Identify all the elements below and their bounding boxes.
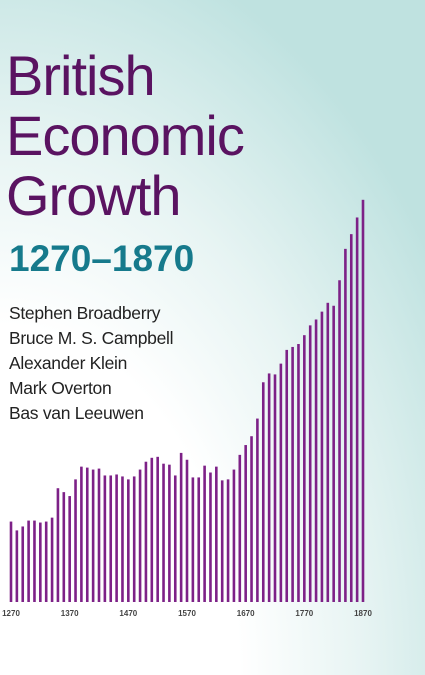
author-name: Bruce M. S. Campbell <box>9 328 174 348</box>
chart-bar <box>220 480 224 602</box>
chart-bar <box>203 465 206 602</box>
chart-bar <box>138 469 142 602</box>
chart-bar <box>62 492 66 602</box>
x-tick-label: 1470 <box>119 609 137 618</box>
chart-bar <box>209 472 212 602</box>
chart-bar <box>267 373 271 602</box>
chart-bar <box>9 521 13 602</box>
chart-bar <box>308 325 312 602</box>
author-name: Bas van Leeuwen <box>9 403 144 423</box>
chart-bar <box>115 474 118 602</box>
chart-bar <box>121 476 124 602</box>
chart-bar <box>261 382 265 602</box>
chart-bar <box>150 457 154 602</box>
chart-bar <box>15 530 19 602</box>
chart-bar <box>156 456 159 602</box>
chart-bar <box>21 526 25 602</box>
chart-x-ticks: 1270 1370 1470 1570 1670 1770 1870 <box>2 609 372 618</box>
chart-bar <box>39 522 42 602</box>
chart-bar <box>232 469 236 602</box>
chart-bar <box>244 445 247 602</box>
chart-bar <box>238 454 242 602</box>
chart-bar <box>168 464 171 602</box>
chart-bar <box>291 346 294 602</box>
chart-bar <box>279 363 283 602</box>
chart-bars <box>9 199 365 603</box>
chart-bar <box>326 302 330 602</box>
chart-bar <box>185 459 189 602</box>
chart-bar <box>256 418 259 602</box>
chart-bar <box>191 477 195 602</box>
chart-bar <box>144 461 148 602</box>
chart-bar <box>320 311 324 602</box>
author-name: Mark Overton <box>9 378 112 398</box>
chart-bar <box>197 477 201 602</box>
chart-bar <box>85 467 89 602</box>
x-tick-label: 1670 <box>237 609 255 618</box>
chart-bar <box>314 319 318 602</box>
chart-bar <box>44 521 48 602</box>
title-line-1: British <box>6 44 156 107</box>
chart-bar <box>285 349 289 602</box>
chart-bar <box>338 280 341 602</box>
x-tick-label: 1370 <box>61 609 79 618</box>
chart-bar <box>332 305 335 602</box>
chart-bar <box>27 520 30 602</box>
chart-bar <box>344 248 347 603</box>
chart-bar <box>250 436 253 602</box>
x-tick-label: 1770 <box>295 609 313 618</box>
chart-bar <box>97 468 101 602</box>
x-tick-label: 1870 <box>354 609 372 618</box>
chart-bar <box>68 496 71 602</box>
x-tick-label: 1570 <box>178 609 196 618</box>
year-range: 1270–1870 <box>9 238 195 279</box>
chart-bar <box>355 217 359 602</box>
chart-bar <box>127 479 130 602</box>
chart-bar <box>273 374 277 602</box>
author-name: Alexander Klein <box>9 353 128 373</box>
chart-bar <box>103 475 107 602</box>
chart-bar <box>91 469 95 602</box>
chart-bar <box>132 476 136 602</box>
author-name: Stephen Broadberry <box>9 303 161 323</box>
title-line-3: Growth <box>6 164 181 227</box>
chart-bar <box>162 463 165 602</box>
chart-bar <box>80 466 83 602</box>
chart-bar <box>33 520 36 602</box>
chart-bar <box>226 479 230 602</box>
chart-bar <box>179 452 183 602</box>
chart-bar <box>303 335 306 602</box>
author-list: Stephen Broadberry Bruce M. S. Campbell … <box>9 301 174 426</box>
chart-bar <box>109 475 113 602</box>
chart-bar <box>173 475 177 602</box>
chart-bar <box>74 479 77 602</box>
chart-bar <box>215 466 218 602</box>
chart-bar <box>297 344 300 602</box>
chart-bar <box>349 234 353 602</box>
chart-bar <box>361 199 365 602</box>
x-tick-label: 1270 <box>2 609 20 618</box>
title-line-2: Economic <box>6 104 245 167</box>
chart-bar <box>56 488 60 602</box>
book-title: British Economic Growth <box>6 44 245 227</box>
chart-bar <box>50 517 54 602</box>
